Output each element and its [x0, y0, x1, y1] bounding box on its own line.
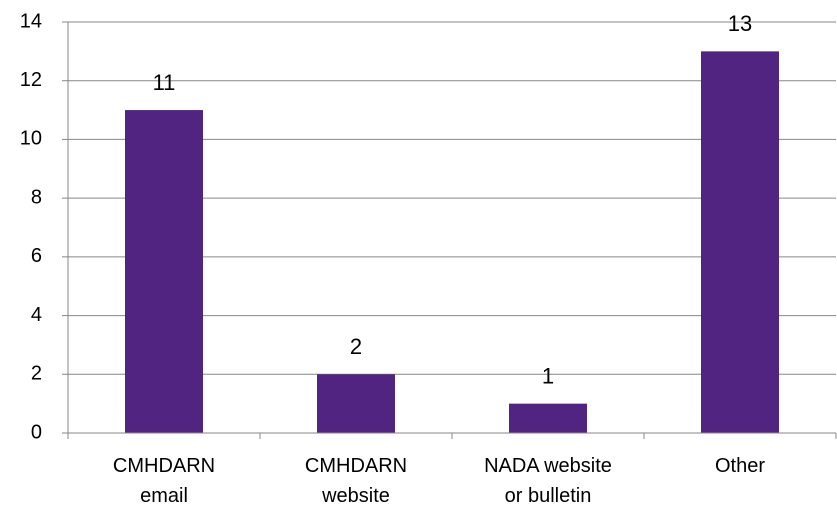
y-tick-label: 4	[31, 304, 42, 326]
x-tick-label: CMHDARN email	[113, 455, 215, 507]
bar	[317, 374, 395, 433]
y-tick-label: 10	[20, 128, 42, 150]
data-label: 2	[350, 334, 362, 359]
data-label: 11	[153, 70, 176, 95]
x-tick-label: Other	[715, 455, 765, 477]
y-tick-label: 2	[31, 363, 42, 385]
x-tick-label: CMHDARN website	[305, 455, 407, 507]
x-tick-label: NADA website or bulletin	[484, 455, 612, 507]
y-tick-label: 14	[20, 10, 42, 32]
data-label: 13	[728, 11, 752, 36]
y-tick-label: 8	[31, 186, 42, 208]
y-tick-label: 6	[31, 245, 42, 267]
y-tick-label: 0	[31, 421, 42, 443]
data-label: 1	[542, 363, 554, 388]
bar	[125, 110, 203, 434]
y-tick-label: 12	[20, 69, 42, 91]
bar	[509, 403, 587, 433]
bar	[701, 51, 779, 433]
